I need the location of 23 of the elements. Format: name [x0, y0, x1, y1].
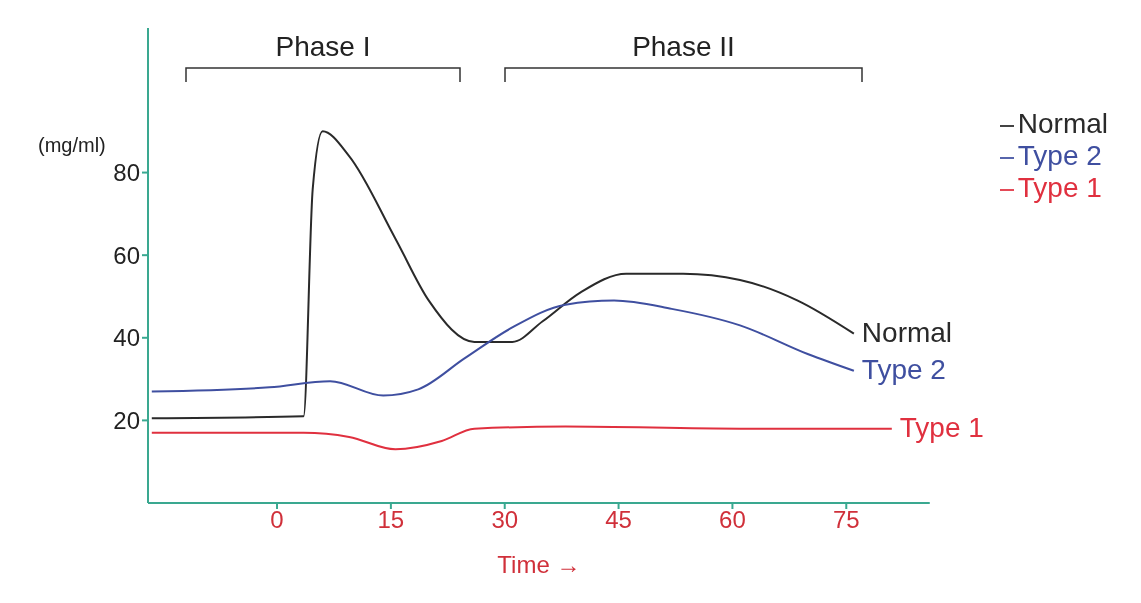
y-tick-label: 80	[113, 159, 140, 187]
x-axis-title: Time →	[497, 551, 581, 578]
legend-label: Normal	[1017, 108, 1108, 139]
line-series	[150, 130, 855, 420]
annotation: Phase I	[275, 31, 371, 62]
line-series	[150, 299, 855, 397]
legend-label: Type 1	[1017, 172, 1102, 203]
x-tick-label: 45	[605, 506, 632, 534]
x-tick-label: 30	[491, 506, 519, 534]
y-axis-title: (mg/ml)	[38, 134, 106, 157]
y-tick-label: 20	[113, 406, 140, 434]
legend-label: Type 2	[1017, 140, 1102, 171]
annotation: Phase II	[632, 31, 735, 62]
x-tick-label: 0	[270, 506, 284, 534]
x-tick-label: 75	[832, 506, 860, 534]
x-tick-label: 60	[719, 506, 746, 534]
text: Type 1	[899, 411, 984, 443]
line-series	[150, 425, 893, 451]
text: Type 2	[861, 353, 946, 385]
y-tick-label: 40	[113, 324, 140, 352]
x-tick-label: 15	[377, 506, 405, 534]
y-tick-label: 60	[113, 241, 140, 269]
text: Normal	[861, 316, 953, 348]
